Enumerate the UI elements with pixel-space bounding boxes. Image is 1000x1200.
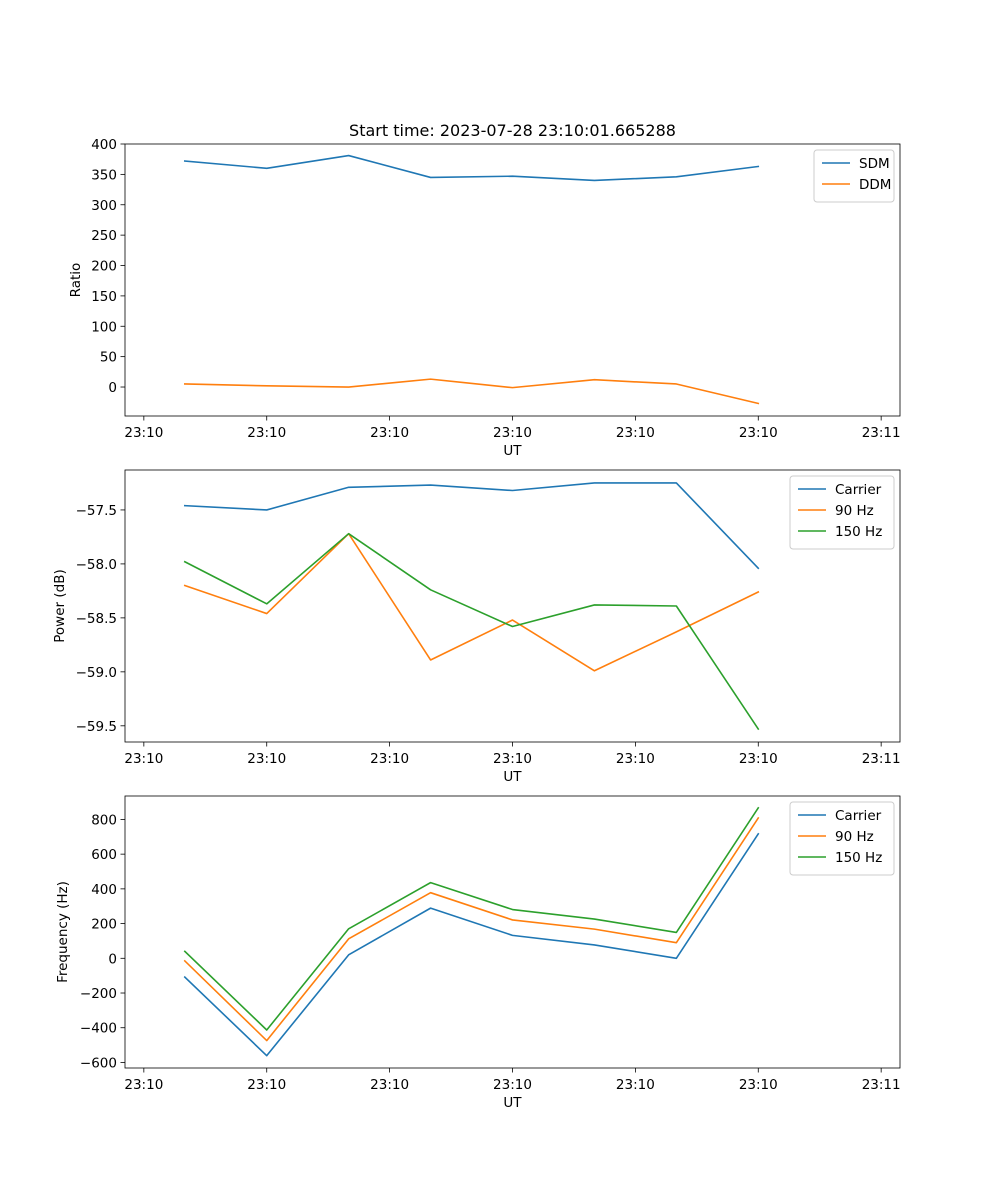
panel-frequency-y-tick-label: −400	[80, 1021, 117, 1037]
panel-frequency-legend-label-90-hz: 90 Hz	[835, 829, 874, 845]
panel-ratio-y-tick-label: 400	[91, 137, 117, 153]
panel-frequency-x-tick-label: 23:11	[862, 1077, 901, 1093]
panel-power-x-tick-label: 23:10	[616, 751, 655, 767]
panel-frequency-x-tick-label: 23:10	[370, 1077, 409, 1093]
panel-power-series-90-hz-line	[183, 532, 760, 672]
panel-ratio-x-tick-label: 23:10	[739, 425, 778, 441]
panel-ratio-legend-label-ddm: DDM	[859, 177, 891, 193]
panel-frequency-y-tick-label: 0	[108, 951, 117, 967]
panel-power-x-tick-label: 23:10	[739, 751, 778, 767]
panel-frequency-x-tick-label: 23:10	[124, 1077, 163, 1093]
panel-power-x-tick-label: 23:10	[247, 751, 286, 767]
panel-ratio-y-tick-label: 200	[91, 259, 117, 275]
panel-ratio-y-tick-label: 100	[91, 319, 117, 335]
panel-power-legend-label-150-hz: 150 Hz	[835, 524, 882, 540]
panel-ratio-y-tick-label: 250	[91, 228, 117, 244]
panel-ratio-series-sdm-line	[183, 154, 760, 182]
panel-ratio-y-tick-label: 350	[91, 167, 117, 183]
panel-frequency-series-group	[183, 806, 760, 1057]
panel-power-x-tick-label: 23:10	[493, 751, 532, 767]
panel-power-y-tick-label: −59.0	[76, 665, 117, 681]
panel-power-legend-label-carrier: Carrier	[835, 482, 882, 498]
panel-ratio-y-axis-label: Ratio	[68, 263, 84, 298]
panel-power-y-tick-label: −57.5	[76, 503, 117, 519]
panel-ratio-series-ddm-line	[183, 378, 760, 405]
panel-ratio-chart: 23:10 23:10 23:10 23:10 23:10 23:10 23:11 0 50 10…	[68, 137, 901, 459]
panel-power-chart: 23:10 23:10 23:10 23:10 23:10 23:10 23:11 −57.5…	[52, 469, 901, 785]
panel-frequency-legend-label-150-hz: 150 Hz	[835, 850, 882, 866]
panel-ratio-x-tick-label: 23:10	[124, 425, 163, 441]
panel-frequency-y-tick-label: 800	[91, 812, 117, 828]
panel-frequency-x-tick-label: 23:10	[616, 1077, 655, 1093]
panel-frequency-y-tick-label: −200	[80, 986, 117, 1002]
chart-panels: 23:10 23:10 23:10 23:10 23:10 23:10 23:11 0 50 10…	[52, 137, 901, 1111]
panel-frequency-y-axis-label: Frequency (Hz)	[55, 881, 71, 983]
panel-frequency-legend-label-carrier: Carrier	[835, 808, 882, 824]
panel-power-series-150-hz-line	[183, 532, 760, 731]
panel-frequency-x-tick-label: 23:10	[493, 1077, 532, 1093]
panel-ratio-x-tick-label: 23:10	[247, 425, 286, 441]
panel-ratio-x-tick-label: 23:10	[493, 425, 532, 441]
panel-ratio-x-axis-label: UT	[503, 443, 522, 459]
panel-ratio-y-tick-label: 150	[91, 289, 117, 305]
panel-power-y-tick-label: −59.5	[76, 719, 117, 735]
panel-power-series-group	[183, 482, 760, 731]
panel-power-y-axis-label: Power (dB)	[52, 569, 68, 642]
panel-power-x-tick-label: 23:11	[862, 751, 901, 767]
panel-ratio-y-tick-label: 300	[91, 198, 117, 214]
panel-frequency-chart: 23:10 23:10 23:10 23:10 23:10 23:10 23:11 −600 −…	[55, 795, 901, 1111]
panel-power-y-tick-label: −58.0	[76, 557, 117, 573]
panel-frequency-y-tick-label: −600	[80, 1055, 117, 1071]
panel-ratio-legend: SDM DDM	[813, 149, 895, 203]
panel-power-y-tick-label: −58.5	[76, 611, 117, 627]
panel-power-legend: Carrier 90 Hz 150 Hz	[789, 475, 895, 550]
panel-ratio-y-tick-label: 0	[108, 380, 117, 396]
panel-ratio-x-tick-label: 23:11	[862, 425, 901, 441]
panel-frequency-legend: Carrier 90 Hz 150 Hz	[789, 801, 895, 876]
panel-frequency-x-tick-label: 23:10	[247, 1077, 286, 1093]
figure-title: Start time: 2023-07-28 23:10:01.665288	[349, 121, 676, 140]
panel-power-x-tick-label: 23:10	[124, 751, 163, 767]
panel-ratio-y-tick-label: 50	[100, 350, 117, 366]
panel-power-x-axis-label: UT	[503, 769, 522, 785]
panel-frequency-y-tick-label: 400	[91, 882, 117, 898]
panel-ratio-x-tick-label: 23:10	[370, 425, 409, 441]
panel-ratio-legend-label-sdm: SDM	[859, 156, 890, 172]
panel-power-legend-label-90-hz: 90 Hz	[835, 503, 874, 519]
panel-ratio-series-group	[183, 154, 760, 405]
panel-power-x-tick-label: 23:10	[370, 751, 409, 767]
panel-power-series-carrier-line	[183, 482, 760, 570]
panel-frequency-series-90-hz-line	[183, 816, 760, 1042]
panel-frequency-y-tick-label: 600	[91, 847, 117, 863]
panel-frequency-series-150-hz-line	[183, 806, 760, 1031]
panel-frequency-series-carrier-line	[183, 832, 760, 1057]
panel-frequency-x-axis-label: UT	[503, 1095, 522, 1111]
panel-ratio-x-tick-label: 23:10	[616, 425, 655, 441]
panel-frequency-y-tick-label: 200	[91, 917, 117, 933]
panel-frequency-x-tick-label: 23:10	[739, 1077, 778, 1093]
